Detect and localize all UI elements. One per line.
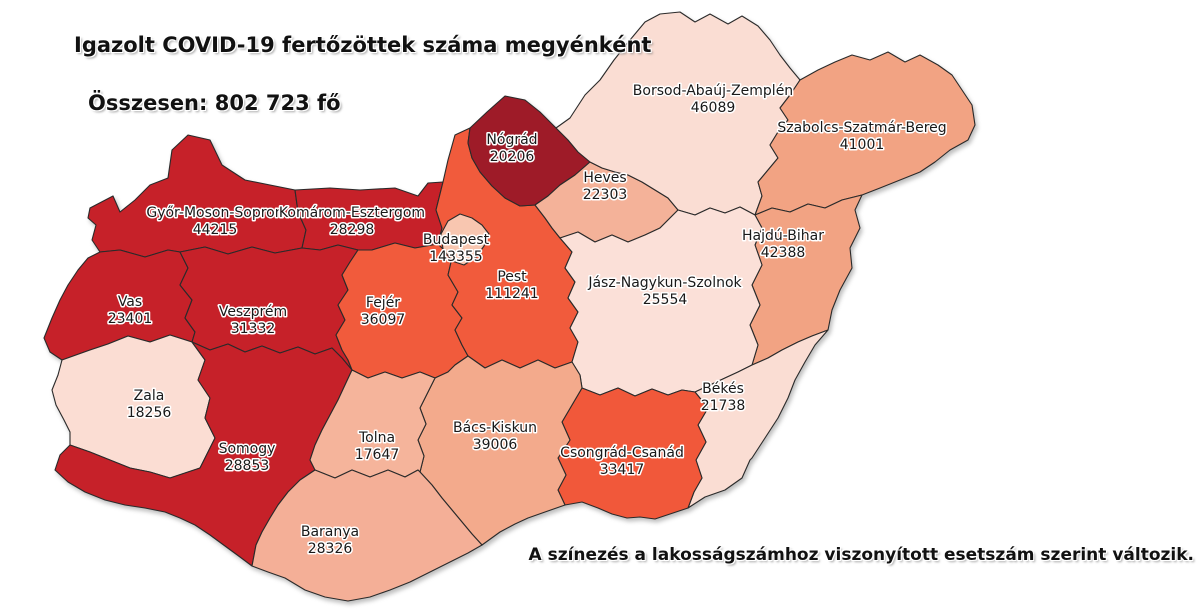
county-name-label: Veszprém <box>219 304 287 320</box>
county-name-label: Jász-Nagykun-Szolnok <box>587 275 742 291</box>
county-name-label: Békés <box>702 381 744 397</box>
county-name-label: Somogy <box>219 441 276 457</box>
county-name-label: Fejér <box>366 295 400 311</box>
county-value-label: 41001 <box>840 137 885 153</box>
county-value-label: 143355 <box>429 249 482 265</box>
county-name-label: Nógrád <box>486 132 537 148</box>
county-name-label: Tolna <box>358 430 395 446</box>
county-value-label: 28326 <box>308 541 353 557</box>
total-count: Összesen: 802 723 fő <box>88 91 341 115</box>
county-name-label: Heves <box>583 170 626 186</box>
county-value-label: 18256 <box>127 405 172 421</box>
county-value-label: 20206 <box>490 149 535 165</box>
county-value-label: 111241 <box>485 286 538 302</box>
county-budapest <box>440 213 490 266</box>
county-name-label: Pest <box>497 269 527 285</box>
county-name-label: Budapest <box>423 232 490 248</box>
county-name-label: Csongrád-Csanád <box>560 445 684 461</box>
county-value-label: 36097 <box>361 312 406 328</box>
county-value-label: 21738 <box>701 398 746 414</box>
county-value-label: 31332 <box>231 321 276 337</box>
county-value-label: 17647 <box>355 447 400 463</box>
county-name-label: Vas <box>118 294 142 310</box>
county-name-label: Borsod-Abaúj-Zemplén <box>633 83 793 99</box>
county-szabolcs-szatmar-bereg <box>754 51 976 216</box>
county-name-label: Baranya <box>301 524 359 540</box>
county-somogy <box>54 341 353 567</box>
county-value-label: 28853 <box>225 458 270 474</box>
county-name-label: Bács-Kiskun <box>453 420 537 436</box>
county-gyor-moson-sopron <box>87 134 307 258</box>
county-name-label: Győr-Moson-Sopron <box>146 205 283 221</box>
county-name-label: Zala <box>134 388 165 404</box>
county-value-label: 33417 <box>600 462 645 478</box>
page-title: Igazolt COVID-19 fertőzöttek száma megyé… <box>74 33 652 57</box>
county-value-label: 25554 <box>643 292 688 308</box>
county-name-label: Komárom-Esztergom <box>279 205 425 221</box>
county-name-label: Hajdú-Bihar <box>742 228 824 244</box>
color-scale-note: A színezés a lakosságszámhoz viszonyítot… <box>528 545 1194 565</box>
county-value-label: 22303 <box>583 187 628 203</box>
county-value-label: 23401 <box>108 311 153 327</box>
county-baranya <box>251 469 483 602</box>
county-name-label: Szabolcs-Szatmár-Bereg <box>777 120 946 136</box>
county-value-label: 46089 <box>691 100 736 116</box>
county-value-label: 44215 <box>193 222 238 238</box>
county-value-label: 28298 <box>330 222 375 238</box>
county-value-label: 42388 <box>761 245 806 261</box>
county-value-label: 39006 <box>473 437 518 453</box>
